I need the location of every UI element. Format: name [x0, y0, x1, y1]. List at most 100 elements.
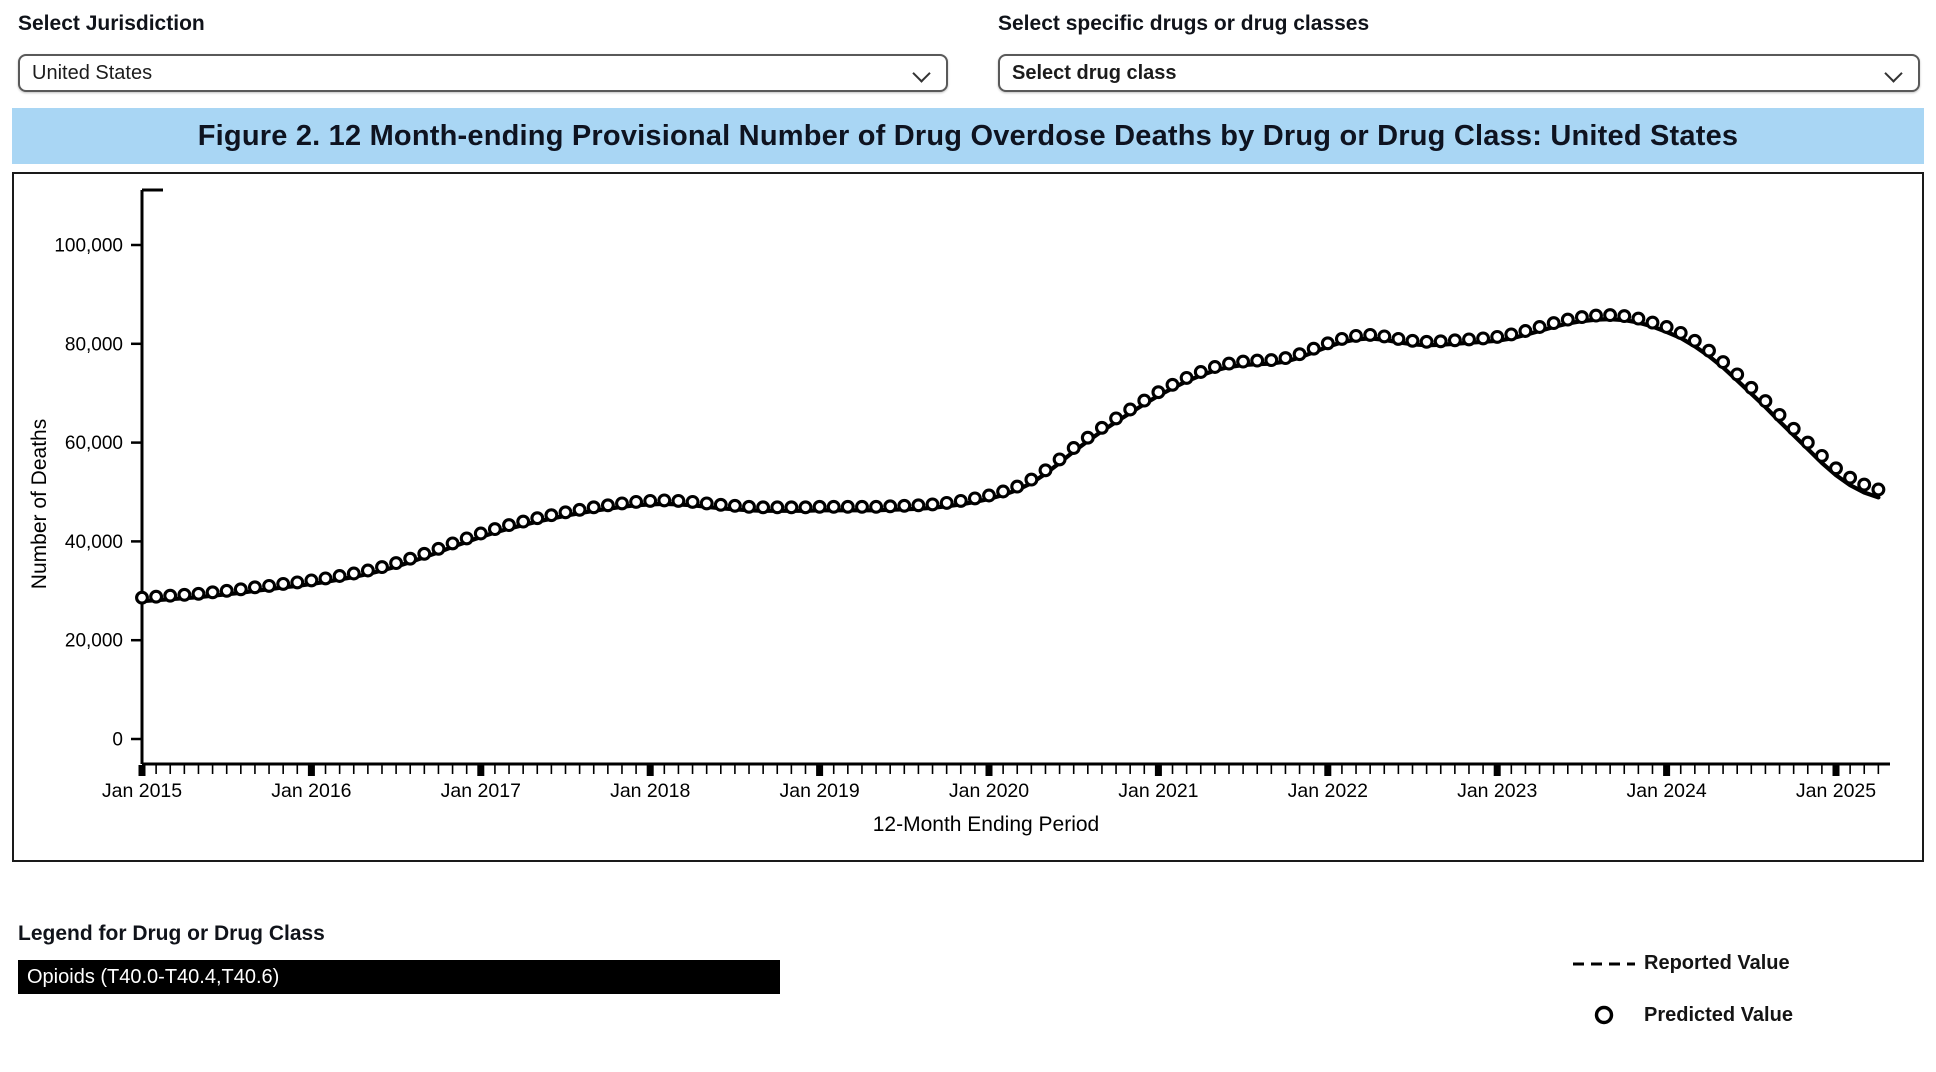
predicted-value-legend: Predicted Value [1572, 1003, 1793, 1027]
predicted-value-marker [855, 499, 869, 514]
predicted-value-marker [1010, 479, 1025, 494]
reported-value-label: Reported Value [1644, 952, 1790, 974]
predicted-value-marker [1476, 331, 1491, 346]
predicted-value-marker [883, 499, 898, 514]
x-tick-january [1832, 765, 1840, 776]
jurisdiction-select[interactable]: United States [18, 54, 948, 92]
predicted-value-marker [1179, 370, 1194, 385]
predicted-value-marker [953, 493, 968, 508]
predicted-value-marker [544, 508, 559, 523]
predicted-value-marker [473, 526, 488, 541]
predicted-value-marker [1814, 448, 1829, 463]
figure-title-bar: Figure 2. 12 Month-ending Provisional Nu… [12, 108, 1924, 164]
predicted-value-marker [1377, 329, 1392, 344]
predicted-value-marker [713, 497, 728, 512]
predicted-value-marker [502, 518, 516, 533]
predicted-value-marker [996, 484, 1011, 499]
drug-legend-item-opioids[interactable]: Opioids (T40.0-T40.4,T40.6) [18, 960, 780, 994]
predicted-value-marker [1094, 420, 1109, 435]
predicted-value-marker [1109, 411, 1124, 426]
x-tick-january [1493, 765, 1501, 776]
predicted-value-marker [389, 556, 404, 571]
x-tick-label: Jan 2022 [1288, 780, 1368, 802]
predicted-value-marker [826, 499, 841, 514]
predicted-value-marker [1292, 347, 1307, 362]
x-tick-label: Jan 2019 [779, 780, 859, 802]
y-tick-label: 100,000 [54, 236, 123, 257]
predicted-value-marker [756, 500, 771, 515]
predicted-value-marker [911, 498, 926, 513]
x-tick-january [985, 765, 993, 776]
predicted-value-marker [982, 488, 996, 503]
x-tick-label: Jan 2021 [1118, 780, 1198, 802]
y-tick-label: 80,000 [65, 334, 123, 355]
predicted-value-marker [1857, 477, 1872, 492]
predicted-value-marker [1222, 356, 1236, 371]
x-tick-january [816, 765, 824, 776]
predicted-value-marker [1744, 380, 1759, 395]
predicted-value-marker [1716, 355, 1731, 370]
predicted-value-marker [403, 551, 418, 566]
jurisdiction-label: Select Jurisdiction [18, 12, 205, 35]
predicted-value-marker [1066, 441, 1081, 455]
predicted-value-marker [1560, 312, 1575, 327]
predicted-value-marker [1405, 333, 1420, 348]
predicted-value-marker [1264, 353, 1279, 368]
predicted-value-marker [1504, 327, 1519, 342]
predicted-value-marker [812, 499, 827, 514]
figure-title: Figure 2. 12 Month-ending Provisional Nu… [197, 119, 1739, 152]
predicted-value-marker [784, 500, 799, 515]
chevron-down-icon [1884, 64, 1903, 83]
x-tick-january [1663, 765, 1671, 776]
predicted-value-marker [1462, 332, 1476, 347]
predicted-value-marker [262, 578, 277, 593]
predicted-value-marker [177, 587, 192, 602]
predicted-value-marker [1800, 435, 1815, 450]
predicted-value-marker [1546, 316, 1561, 331]
predicted-value-marker [558, 505, 573, 520]
predicted-value-marker [1490, 329, 1505, 344]
predicted-value-marker [727, 498, 742, 513]
predicted-value-marker [869, 499, 884, 514]
y-tick-label: 20,000 [65, 631, 123, 652]
predicted-value-marker [459, 531, 474, 546]
predicted-value-marker [1702, 343, 1716, 358]
predicted-value-marker [1052, 452, 1067, 467]
predicted-value-marker [1645, 315, 1660, 330]
y-tick-label: 0 [112, 730, 123, 751]
x-tick-label: Jan 2017 [441, 780, 521, 802]
drug-legend-heading: Legend for Drug or Drug Class [18, 922, 325, 945]
predicted-value-marker [487, 522, 502, 537]
drug-legend-item-label: Opioids (T40.0-T40.4,T40.6) [27, 965, 280, 988]
predicted-value-marker [1137, 393, 1152, 408]
predicted-value-marker [1151, 385, 1166, 400]
x-tick-label: Jan 2016 [271, 780, 351, 802]
predicted-value-marker [135, 590, 149, 605]
circle-marker-icon [1572, 1003, 1636, 1027]
predicted-value-marker [1320, 336, 1335, 351]
predicted-value-marker [1419, 334, 1434, 349]
predicted-value-marker [1391, 331, 1406, 346]
predicted-value-marker [840, 499, 855, 514]
predicted-value-marker [967, 491, 982, 506]
predicted-value-marker [1334, 331, 1349, 346]
predicted-value-marker [1617, 309, 1632, 324]
predicted-value-marker [346, 566, 361, 581]
predicted-value-marker [247, 580, 262, 595]
dashed-line-icon [1572, 961, 1636, 967]
predicted-value-marker [1687, 333, 1702, 348]
predicted-value-marker [516, 514, 531, 529]
predicted-value-marker [629, 494, 644, 509]
x-tick-january [1324, 765, 1332, 776]
predicted-value-marker [1165, 377, 1180, 392]
predicted-value-marker [586, 500, 601, 515]
predicted-value-marker [1447, 333, 1462, 348]
x-tick-label: Jan 2020 [949, 780, 1029, 802]
predicted-value-marker [304, 573, 319, 588]
drug-class-select[interactable]: Select drug class [998, 54, 1920, 92]
x-tick-label: Jan 2018 [610, 780, 690, 802]
predicted-value-marker [939, 495, 954, 510]
predicted-value-label: Predicted Value [1644, 1003, 1793, 1026]
x-tick-january [477, 765, 485, 776]
overdose-deaths-chart: 0 20,000 40,000 60,000 80,000 100,000 Number o… [28, 188, 1890, 836]
